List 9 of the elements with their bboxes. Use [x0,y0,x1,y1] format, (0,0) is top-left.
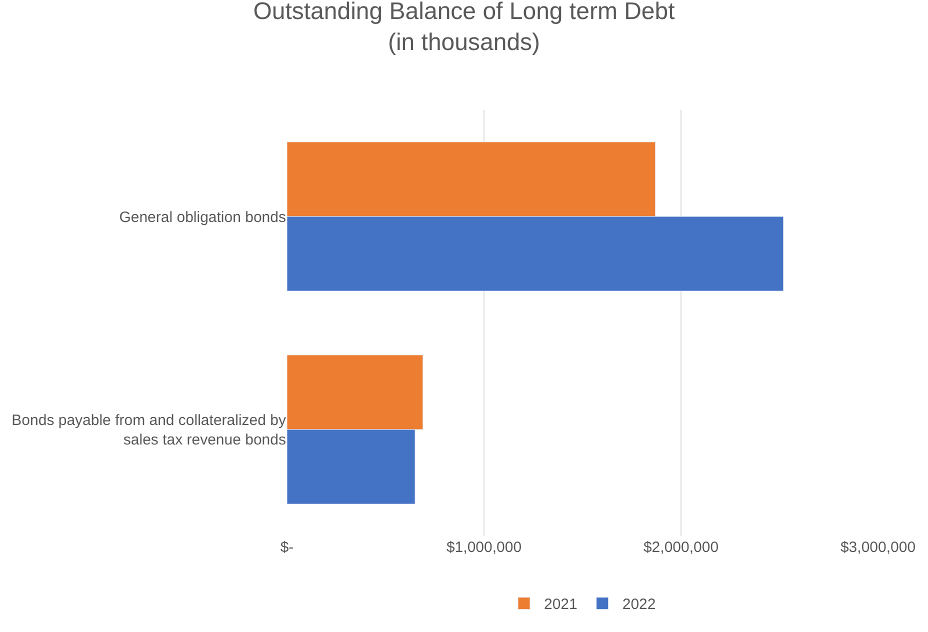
legend-label: 2022 [622,596,656,614]
y-tick-label: Bonds payable from and collateralized by sales tax revenue bonds [12,412,286,448]
chart-title: Outstanding Balance of Long term Debt (in thousands) [253,0,676,56]
y-tick-label: General obligation bonds [119,208,286,226]
x-tick-label: $- [280,539,294,556]
legend-label: 2021 [544,596,578,614]
x-tick-label: $1,000,000 [446,539,522,556]
x-tick-label: $2,000,000 [643,539,719,556]
x-tick-label: $3,000,000 [840,539,916,556]
